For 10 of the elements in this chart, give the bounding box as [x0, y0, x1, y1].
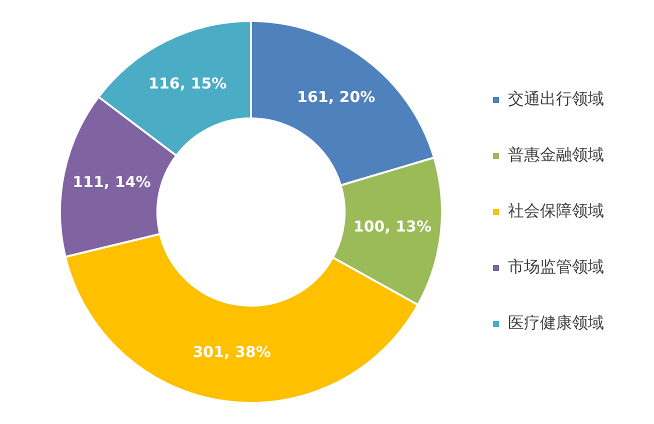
- legend-label: 市场监管领域: [508, 257, 604, 276]
- data-label: 301, 38%: [192, 342, 271, 361]
- data-label: 100, 13%: [353, 217, 432, 236]
- data-label: 111, 14%: [72, 172, 151, 191]
- legend-label: 交通出行领域: [508, 89, 604, 108]
- legend-label: 医疗健康领域: [508, 313, 604, 332]
- data-label: 161, 20%: [297, 88, 376, 106]
- data-label: 116, 15%: [148, 74, 227, 93]
- legend-label: 普惠金融领域: [508, 145, 604, 164]
- legend-label: 社会保障领域: [508, 201, 604, 220]
